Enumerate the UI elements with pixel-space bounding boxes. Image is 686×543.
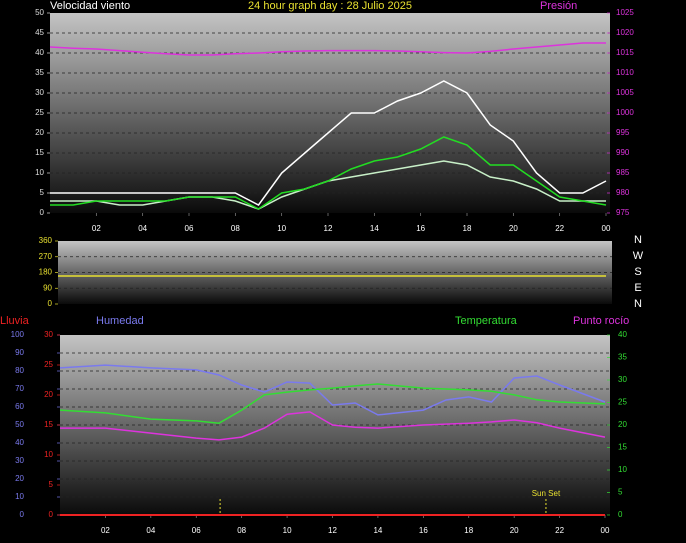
x-tick-label: 14	[370, 224, 379, 233]
y-tick-label: 30	[35, 88, 44, 97]
y-tick-label: 0	[20, 510, 25, 519]
x-tick-label: 08	[237, 526, 246, 535]
direction-label: S	[634, 266, 641, 278]
y2-tick-label: 25	[618, 398, 627, 407]
x-tick-label: 16	[419, 526, 428, 535]
x-tick-label: 18	[463, 224, 472, 233]
series-line	[50, 136, 607, 210]
y2-tick-label: 980	[616, 188, 630, 197]
y3-tick-label: 25	[44, 360, 53, 369]
x-tick-label: 22	[555, 526, 564, 535]
y2-tick-label: 990	[616, 148, 630, 157]
x-tick-label: 04	[146, 526, 155, 535]
y-tick-label: 25	[35, 108, 44, 117]
y2-tick-label: 40	[618, 330, 627, 339]
x-tick-label: 10	[277, 224, 286, 233]
y-tick-label: 90	[15, 348, 24, 357]
y-tick-label: 20	[15, 474, 24, 483]
x-tick-label: 02	[92, 224, 101, 233]
y2-tick-label: 1020	[616, 28, 634, 37]
y-tick-label: 90	[43, 283, 52, 292]
y-tick-label: 30	[15, 456, 24, 465]
x-tick-label: 14	[373, 526, 382, 535]
y-tick-label: 20	[35, 128, 44, 137]
x-tick-label: 08	[231, 224, 240, 233]
direction-label: W	[633, 250, 644, 262]
y-tick-label: 40	[35, 48, 44, 57]
y-tick-label: 100	[11, 330, 25, 339]
x-tick-label: 00	[602, 224, 611, 233]
series-label: Humedad	[96, 315, 144, 327]
y2-tick-label: 1010	[616, 68, 634, 77]
series-label: Lluvia	[0, 315, 30, 327]
y3-tick-label: 10	[44, 450, 53, 459]
x-tick-label: 22	[555, 224, 564, 233]
y-tick-label: 5	[40, 188, 45, 197]
y2-tick-label: 10	[618, 465, 627, 474]
series-label: Presión	[540, 0, 577, 12]
series-label: Punto rocío	[573, 315, 629, 327]
x-tick-label: 16	[416, 224, 425, 233]
y-tick-label: 70	[15, 384, 24, 393]
y2-tick-label: 1015	[616, 48, 634, 57]
chart-title: 24 hour graph day : 28 Julio 2025	[248, 0, 412, 12]
series-line	[49, 42, 606, 56]
y-tick-label: 50	[15, 420, 24, 429]
x-tick-label: 02	[101, 526, 110, 535]
x-tick-label: 18	[464, 526, 473, 535]
x-tick-label: 10	[283, 526, 292, 535]
x-tick-label: 20	[510, 526, 519, 535]
y-tick-label: 0	[48, 299, 53, 308]
y3-tick-label: 0	[49, 510, 54, 519]
series-line	[59, 383, 606, 424]
y2-tick-label: 5	[618, 488, 623, 497]
x-tick-label: 06	[192, 526, 201, 535]
y2-tick-label: 0	[618, 510, 623, 519]
y-tick-label: 60	[15, 402, 24, 411]
annotation-label: Sun Set	[532, 489, 561, 498]
series-line	[60, 411, 606, 441]
y-tick-label: 35	[35, 68, 44, 77]
y-tick-label: 360	[39, 236, 53, 245]
y-tick-label: 270	[39, 252, 53, 261]
y2-tick-label: 35	[618, 353, 627, 362]
y3-tick-label: 5	[49, 480, 54, 489]
y2-tick-label: 1000	[616, 108, 634, 117]
y3-tick-label: 20	[44, 390, 53, 399]
series-label: Temperatura	[455, 315, 518, 327]
y2-tick-label: 975	[616, 208, 630, 217]
y3-tick-label: 15	[44, 420, 53, 429]
y2-tick-label: 1005	[616, 88, 634, 97]
y2-tick-label: 15	[618, 443, 627, 452]
direction-label: E	[634, 282, 641, 294]
direction-label: N	[634, 298, 642, 310]
x-tick-label: 20	[509, 224, 518, 233]
x-tick-label: 00	[601, 526, 610, 535]
y-tick-label: 40	[15, 438, 24, 447]
y-tick-label: 45	[35, 28, 44, 37]
y-tick-label: 10	[15, 492, 24, 501]
y2-tick-label: 995	[616, 128, 630, 137]
y-tick-label: 50	[35, 8, 44, 17]
x-tick-label: 04	[138, 224, 147, 233]
y2-tick-label: 985	[616, 168, 630, 177]
series-line	[50, 80, 607, 206]
y2-tick-label: 20	[618, 420, 627, 429]
y-tick-label: 15	[35, 148, 44, 157]
y-tick-label: 10	[35, 168, 44, 177]
y2-tick-label: 1025	[616, 8, 634, 17]
y2-tick-label: 30	[618, 375, 627, 384]
y-tick-label: 180	[39, 268, 53, 277]
direction-label: N	[634, 234, 642, 246]
y3-tick-label: 30	[44, 330, 53, 339]
series-label: Velocidad viento	[50, 0, 130, 12]
x-tick-label: 12	[328, 526, 337, 535]
y-tick-label: 0	[40, 208, 45, 217]
y-tick-label: 80	[15, 366, 24, 375]
series-line	[59, 364, 606, 416]
x-tick-label: 12	[324, 224, 333, 233]
x-tick-label: 06	[185, 224, 194, 233]
